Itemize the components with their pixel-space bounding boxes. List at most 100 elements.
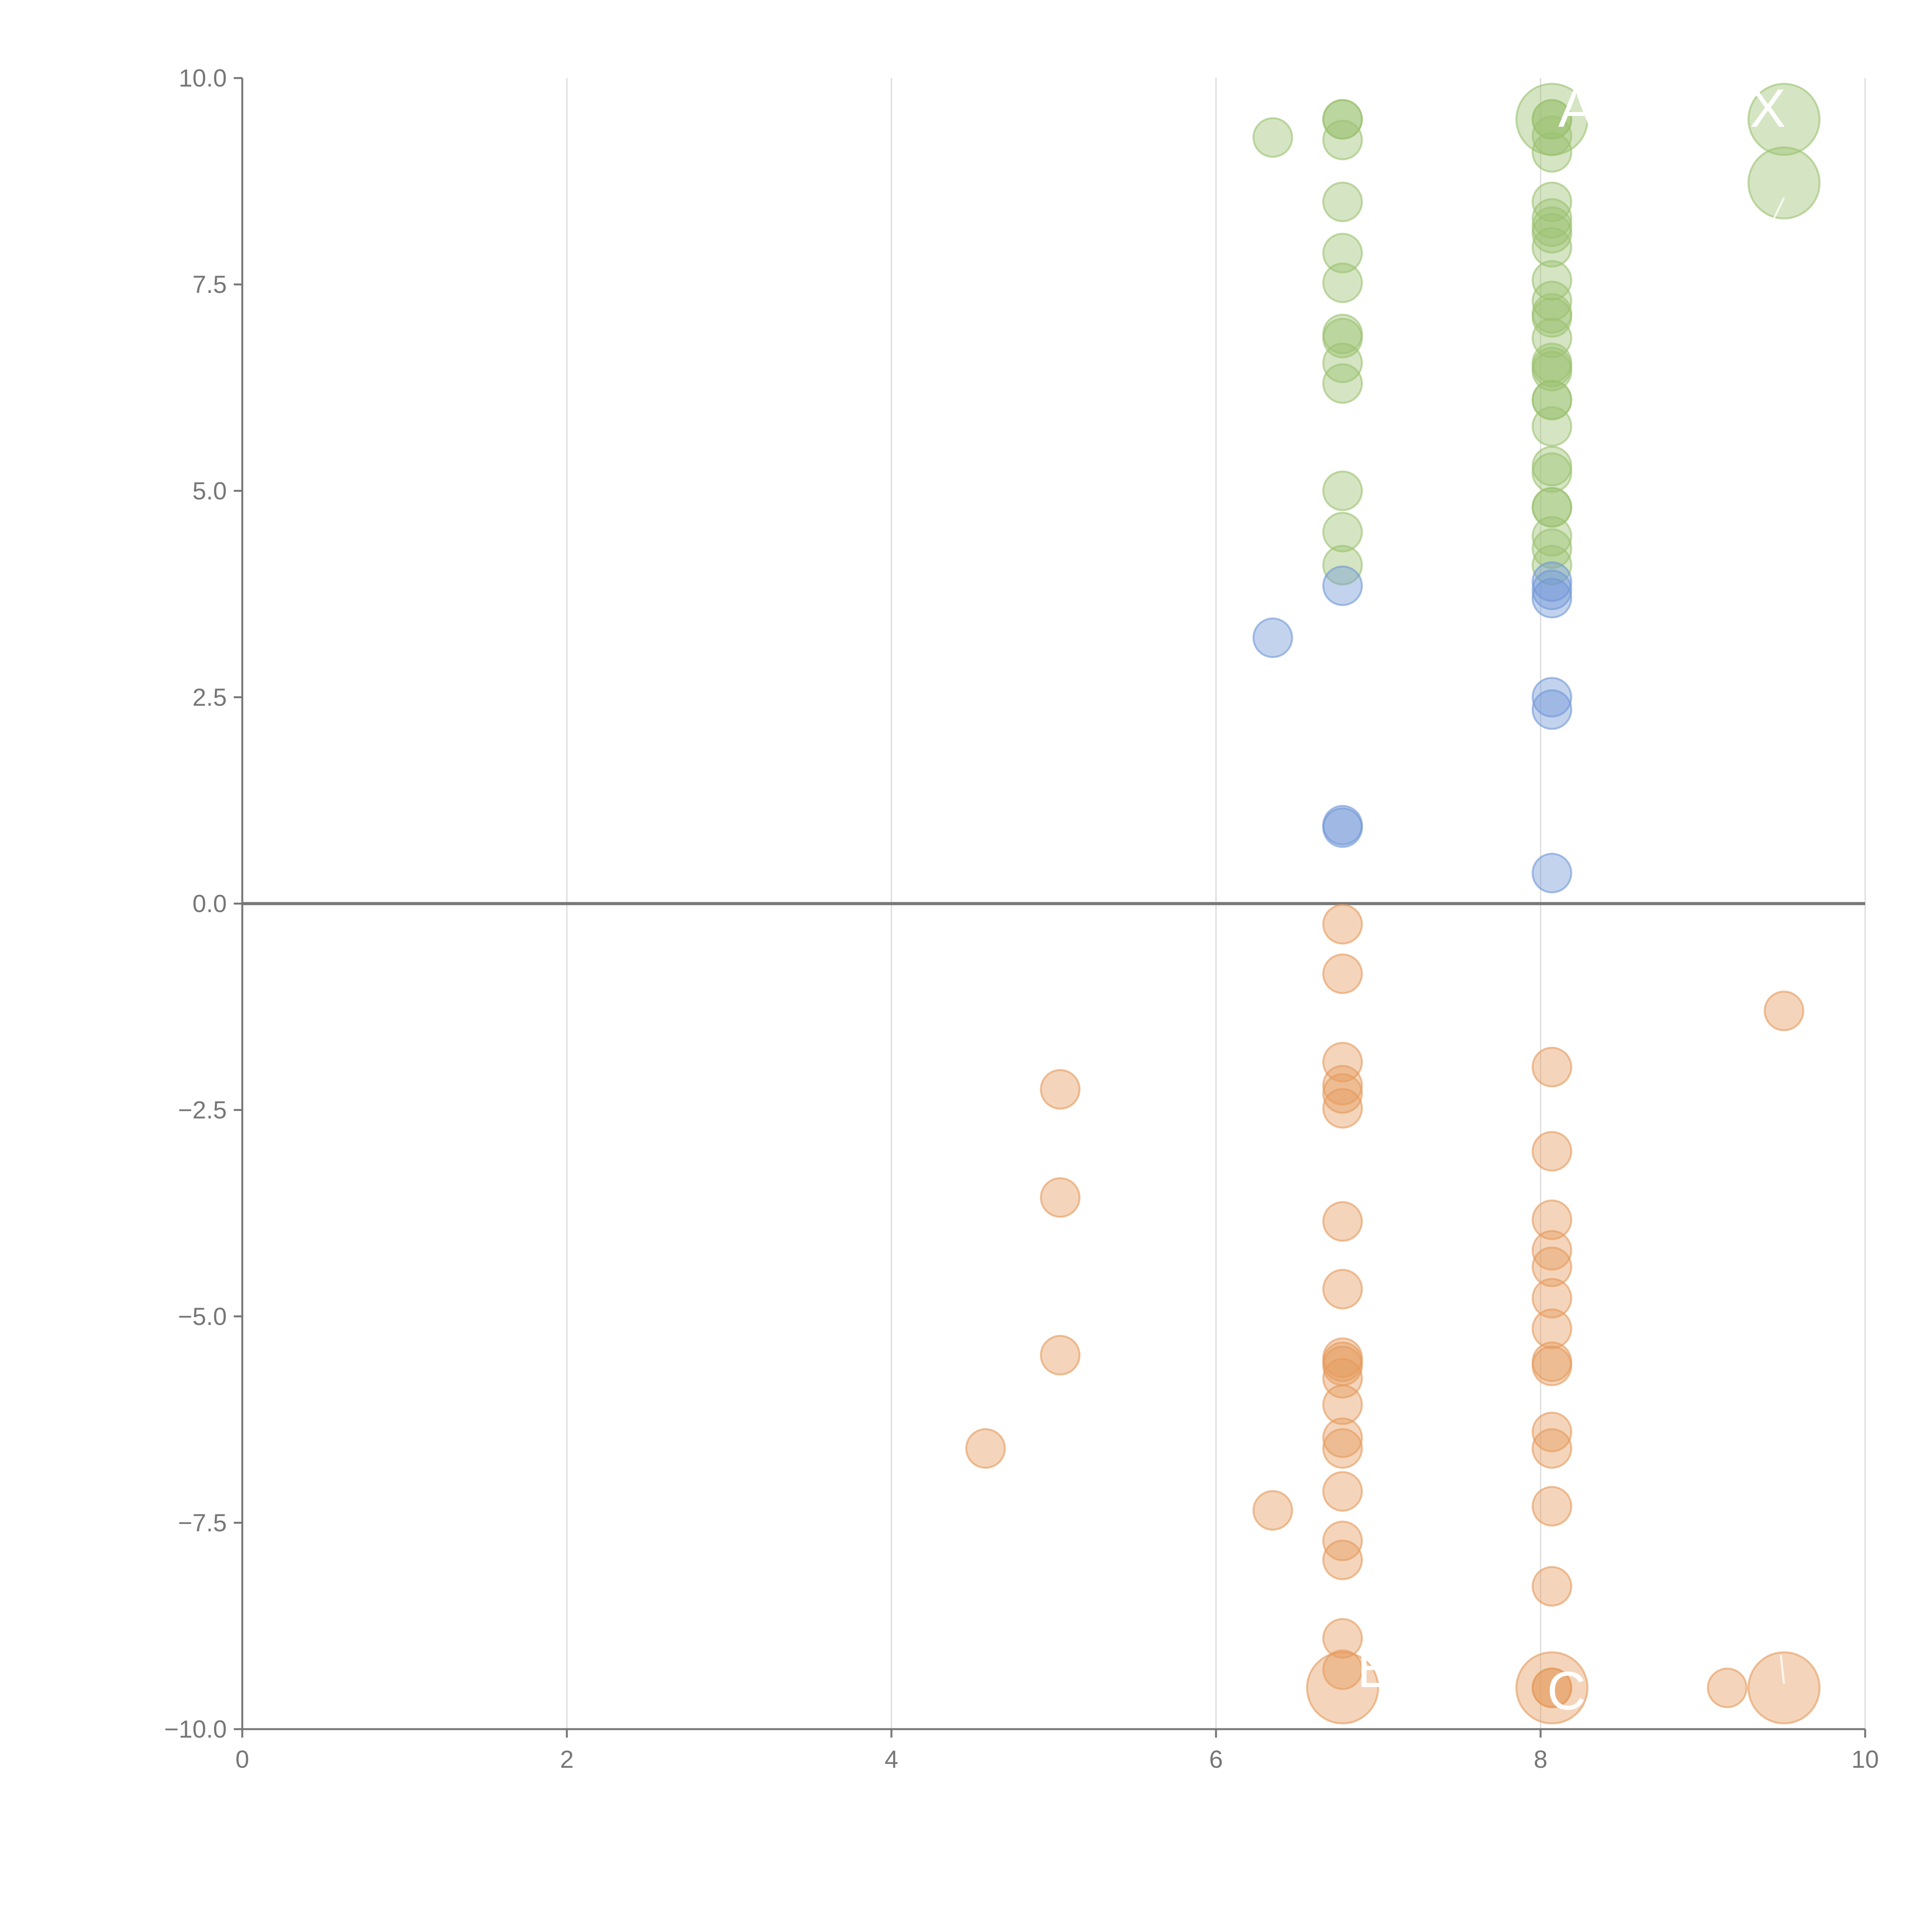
data-point-orange [1322, 1471, 1363, 1512]
data-point-green [1531, 297, 1572, 338]
data-point-green [1531, 516, 1572, 557]
data-point-orange [1322, 1088, 1363, 1129]
x-tick-label: 0 [235, 1745, 249, 1773]
data-point-large-orange [1747, 1651, 1821, 1725]
data-point-large-green [1515, 83, 1588, 156]
data-point-orange [1531, 1308, 1572, 1349]
annotation-label: A [1558, 78, 1595, 138]
data-point-orange [1531, 1566, 1572, 1607]
data-point-orange [1322, 1201, 1363, 1242]
y-tick-label: 5.0 [192, 477, 227, 505]
data-point-orange [1531, 1345, 1572, 1386]
data-point-orange [1252, 1490, 1293, 1531]
data-point-orange [1764, 990, 1804, 1031]
data-point-green [1322, 545, 1363, 586]
data-point-orange [1322, 1428, 1363, 1469]
x-tick-label: 8 [1534, 1745, 1548, 1773]
x-tick-label: 10 [1851, 1745, 1879, 1773]
data-point-large-green [1747, 83, 1821, 156]
data-point-orange [1531, 1486, 1572, 1527]
data-point-blue [1531, 570, 1572, 611]
data-point-green [1322, 262, 1363, 303]
data-point-orange [1322, 1384, 1363, 1425]
data-point-green [1322, 233, 1363, 274]
data-point-blue [1531, 578, 1572, 619]
data-point-orange [1322, 1073, 1363, 1114]
data-point-orange [1040, 1069, 1081, 1110]
data-point-green [1531, 227, 1572, 268]
data-point-blue [1531, 677, 1572, 718]
data-point-green [1531, 452, 1572, 493]
data-point-green [1531, 281, 1572, 321]
data-point-blue [1531, 852, 1572, 893]
data-point-orange [1322, 1649, 1363, 1690]
data-point-green [1531, 213, 1572, 254]
y-tick-label: 10.0 [179, 64, 227, 92]
data-point-orange [1322, 1618, 1363, 1659]
data-point-blue [1322, 565, 1363, 606]
data-point-orange [965, 1428, 1006, 1469]
data-point-green [1252, 117, 1293, 158]
data-point-orange [1531, 1230, 1572, 1271]
data-point-orange [1531, 1047, 1572, 1088]
point-labels: A X E C [1357, 78, 1786, 1721]
data-point-orange [1531, 1428, 1572, 1469]
data-point-orange [1040, 1177, 1081, 1218]
y-tick-label: −10.0 [164, 1715, 227, 1743]
data-point-orange [1040, 1335, 1081, 1376]
data-point-green [1531, 181, 1572, 222]
y-tick-label: −7.5 [178, 1509, 227, 1537]
annotation-label: E [1357, 1638, 1393, 1699]
data-point-blue [1252, 617, 1293, 658]
data-point-orange [1322, 1065, 1363, 1106]
x-tick-label: 6 [1209, 1745, 1223, 1773]
data-point-orange [1531, 1667, 1572, 1708]
data-point-green [1322, 342, 1363, 383]
data-point-green [1531, 406, 1572, 447]
data-point-orange [1322, 1269, 1363, 1310]
data-point-orange [1531, 1131, 1572, 1172]
x-tick-label: 4 [884, 1745, 898, 1773]
x-tick-label: 2 [560, 1745, 574, 1773]
data-point-green [1531, 528, 1572, 569]
data-point-green [1531, 198, 1572, 239]
data-point-orange [1322, 904, 1363, 945]
data-points [965, 83, 1821, 1725]
data-point-orange [1531, 1278, 1572, 1319]
data-point-green [1322, 318, 1363, 359]
data-point-green [1531, 132, 1572, 173]
data-point-orange [1322, 1539, 1363, 1580]
data-point-large-orange [1515, 1651, 1588, 1725]
data-point-green [1531, 487, 1572, 528]
data-point-green [1322, 512, 1363, 553]
annotation-label: C [1547, 1660, 1586, 1721]
data-point-orange [1531, 1247, 1572, 1287]
data-point-orange [1322, 1417, 1363, 1458]
leader-line [1780, 1655, 1785, 1684]
data-point-orange [1531, 1412, 1572, 1452]
data-point-green [1531, 260, 1572, 301]
data-point-orange [1322, 1042, 1363, 1083]
annotation-label: X [1750, 78, 1786, 138]
y-tick-label: 0.0 [192, 890, 227, 918]
data-point-orange [1707, 1667, 1748, 1708]
data-point-large-green [1747, 146, 1821, 219]
axes: 0 2 4 6 8 10 10.0 7.5 5.0 2.5 0.0 −2.5 −5.0 −7.5 −10.0 [164, 64, 1879, 1773]
data-point-blue [1531, 689, 1572, 730]
data-point-orange [1531, 1199, 1572, 1240]
data-point-blue [1531, 561, 1572, 602]
y-tick-label: −5.0 [178, 1303, 227, 1330]
leader-line [1770, 197, 1785, 225]
data-point-green [1322, 363, 1363, 404]
data-point-green [1531, 545, 1572, 586]
data-point-green [1531, 318, 1572, 359]
data-point-green [1322, 119, 1363, 160]
data-point-green [1322, 99, 1363, 140]
data-point-large-orange [1306, 1651, 1379, 1725]
data-point-green [1322, 181, 1363, 222]
data-point-green [1531, 350, 1572, 391]
y-tick-label: 2.5 [192, 683, 227, 711]
data-point-blue [1322, 807, 1363, 848]
data-point-green [1531, 99, 1572, 140]
